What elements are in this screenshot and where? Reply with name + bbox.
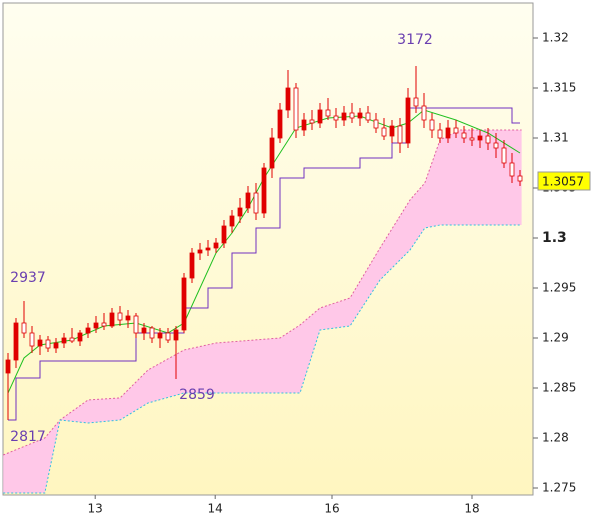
x-tick-label: 13 xyxy=(88,502,103,516)
candle-body xyxy=(93,322,99,329)
candle-body xyxy=(405,97,411,144)
cloud-upper xyxy=(3,129,522,456)
candle-body xyxy=(141,327,147,334)
candle-body xyxy=(133,315,139,334)
candle-body xyxy=(53,342,59,349)
candle-body xyxy=(205,247,211,251)
candle-body xyxy=(413,97,419,107)
candle-body xyxy=(157,332,163,339)
price-label: 1.3057 xyxy=(542,175,584,189)
cloud-area xyxy=(3,130,522,493)
y-tick-label: 1.315 xyxy=(542,81,576,95)
candle-body xyxy=(453,127,459,134)
candle-body xyxy=(493,142,499,149)
candle-body xyxy=(21,322,27,334)
candle-body xyxy=(189,252,195,279)
x-tick-label: 18 xyxy=(464,502,479,516)
candle-body xyxy=(77,332,83,342)
candle-body xyxy=(197,249,203,254)
plot-layer xyxy=(3,66,523,494)
x-tick-label: 14 xyxy=(208,502,223,516)
candle-body xyxy=(341,112,347,121)
y-tick-label: 1.28 xyxy=(542,431,569,445)
annotation: 2859 xyxy=(179,387,215,403)
annotation: 2937 xyxy=(10,270,46,286)
candle-body xyxy=(85,327,91,334)
candle-body xyxy=(173,329,179,341)
y-tick-label: 1.275 xyxy=(542,481,576,495)
candle-body xyxy=(373,119,379,129)
candle-body xyxy=(29,332,35,347)
y-tick-label: 1.29 xyxy=(542,331,569,345)
x-tick-label: 16 xyxy=(324,502,339,516)
candle-body xyxy=(461,132,467,139)
candle-body xyxy=(149,327,155,339)
candle-body xyxy=(253,192,259,214)
candle-body xyxy=(165,332,171,341)
candle-body xyxy=(125,315,131,321)
candle-body xyxy=(221,225,227,244)
candle-body xyxy=(421,105,427,121)
y-tick-label: 1.3 xyxy=(542,230,567,246)
y-tick-label: 1.31 xyxy=(542,131,569,145)
candle-body xyxy=(381,127,387,137)
y-tick-label: 1.285 xyxy=(542,381,576,395)
candle-body xyxy=(285,87,291,111)
annotation: 3172 xyxy=(397,32,433,48)
candle-body xyxy=(245,192,251,209)
candle-body xyxy=(309,119,315,124)
candle-body xyxy=(237,207,243,217)
candle-body xyxy=(389,125,395,137)
candle-body xyxy=(101,322,107,327)
candle-body xyxy=(229,215,235,227)
candle-body xyxy=(269,137,275,169)
candle-body xyxy=(117,312,123,321)
candle-body xyxy=(13,322,19,361)
candle-body xyxy=(333,115,339,121)
y-tick-label: 1.32 xyxy=(542,31,569,45)
candle-body xyxy=(429,119,435,131)
candle-body xyxy=(277,109,283,139)
candle-body xyxy=(261,167,267,214)
candle-body xyxy=(37,339,43,347)
candle-body xyxy=(293,87,299,131)
candle-body xyxy=(61,337,67,344)
candle-body xyxy=(509,162,515,177)
candle-body xyxy=(357,112,363,119)
candle-body xyxy=(109,312,115,327)
candle-body xyxy=(69,337,75,342)
candle-body xyxy=(213,242,219,249)
candle-body xyxy=(349,112,355,119)
price-box xyxy=(537,171,591,191)
candle-body xyxy=(517,175,523,182)
candle-body xyxy=(317,109,323,124)
candle-body xyxy=(445,127,451,139)
candle-body xyxy=(397,125,403,144)
candle-body xyxy=(5,359,11,374)
candle-body xyxy=(485,135,491,144)
candle-body xyxy=(45,339,51,349)
candle-body xyxy=(301,119,307,131)
y-tick-label: 1.295 xyxy=(542,281,576,295)
cloud-lower xyxy=(3,224,522,494)
candle-body xyxy=(477,135,483,141)
candle-body xyxy=(325,109,331,117)
candle-body xyxy=(501,147,507,164)
candle-body xyxy=(365,112,371,121)
annotation: 2817 xyxy=(10,429,46,445)
candle-body xyxy=(181,277,187,331)
candle-body xyxy=(469,137,475,141)
candle-body xyxy=(437,129,443,139)
